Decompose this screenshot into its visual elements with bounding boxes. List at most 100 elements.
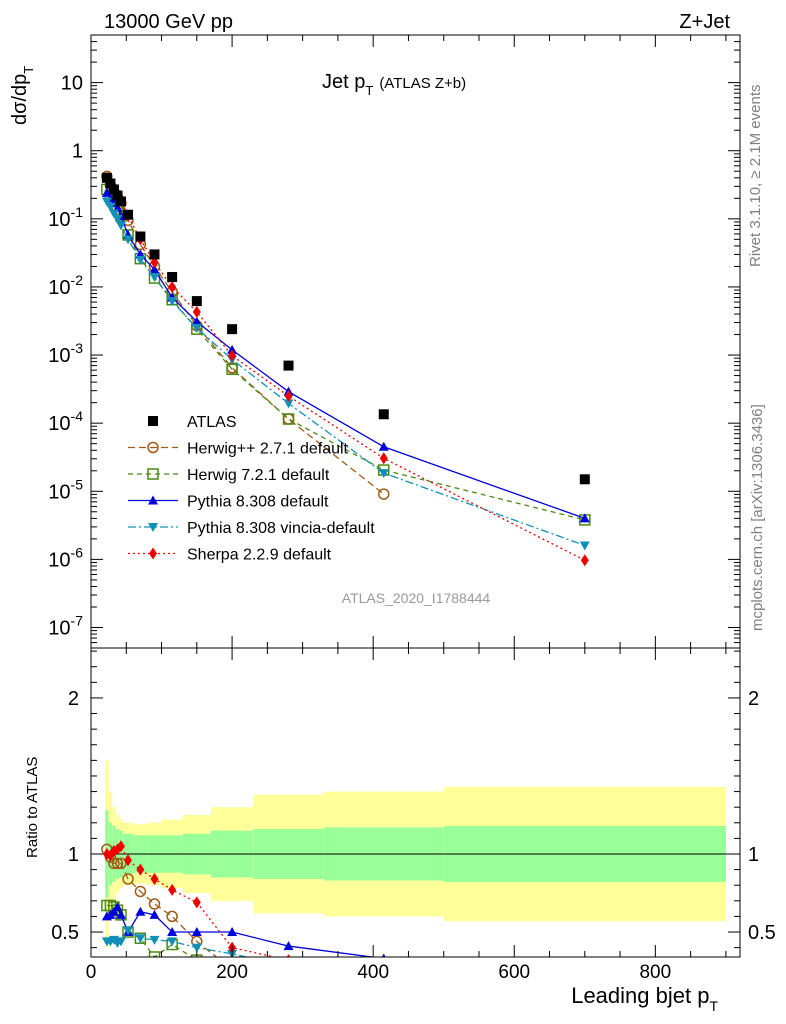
ratio-point-pythia-8-308-default (112, 902, 123, 912)
series-point-pythia-8-308-vincia-default (378, 469, 389, 479)
ratio-tick-label-right: 1 (748, 844, 759, 866)
plot-title-extra: (ATLAS Z+b) (379, 75, 466, 92)
y-axis-label: dσ/dpT (9, 66, 36, 125)
data-point-atlas (579, 474, 590, 485)
series-point-pythia-8-308-vincia-default (149, 272, 160, 282)
ratio-point-herwig-2-7-1-default (111, 857, 124, 870)
legend-label-pythia-8-308-default: Pythia 8.308 default (187, 494, 329, 511)
data-point-atlas (108, 184, 119, 195)
ratio-point-pythia-8-308-default (108, 906, 119, 916)
y-tick-label: 10-3 (48, 340, 83, 367)
series-line-herwig-7-2-1-default (106, 189, 585, 521)
series-point-pythia-8-308-default (149, 264, 160, 274)
legend-marker-atlas (148, 416, 158, 426)
series-point-pythia-8-308-vincia-default (283, 399, 294, 409)
data-point-atlas (167, 271, 178, 282)
ratio-point-herwig-2-7-1-default (122, 873, 134, 885)
series-point-pythia-8-308-default (378, 441, 389, 451)
ratio-point-herwig-2-7-1-default (148, 898, 161, 910)
data-point-atlas (283, 360, 294, 371)
ratio-point-pythia-8-308-default (381, 953, 386, 957)
series-point-pythia-8-308-default (101, 187, 112, 197)
x-tick-label: 800 (639, 962, 671, 983)
ratio-point-pythia-8-308-vincia-default (284, 962, 294, 971)
ratio-point-pythia-8-308-default (135, 906, 146, 916)
ratio-point-pythia-8-308-vincia-default (167, 937, 178, 947)
y-tick-label: 10 (61, 73, 83, 95)
ratio-line-herwig-2-7-1-default (106, 849, 218, 957)
ratio-point-herwig-7-2-1-default (379, 982, 389, 992)
ratio-point-pythia-8-308-vincia-default (191, 943, 202, 953)
ratio-point-sherpa-2-2-9-default (116, 840, 125, 853)
x-tick-label: 600 (498, 962, 530, 983)
ratio-point-herwig-7-2-1-default (284, 980, 294, 990)
plot-title-sub: T (365, 83, 373, 98)
ratio-point-sherpa-2-2-9-default (286, 954, 291, 957)
ratio-point-pythia-8-308-vincia-default (379, 984, 389, 993)
ratio-point-herwig-2-7-1-default (115, 857, 127, 870)
series-line-pythia-8-308-vincia-default (106, 201, 586, 547)
ratio-point-pythia-8-308-vincia-default (135, 934, 146, 944)
ratio-axis-label: Ratio to ATLAS (24, 757, 41, 858)
ratio-panel-frame (90, 647, 741, 958)
legend-label-sherpa-2-2-9-default: Sherpa 2.2.9 default (187, 547, 332, 564)
legend-marker-herwig-2-7-1-default (147, 441, 159, 454)
series-point-pythia-8-308-vincia-default (123, 235, 134, 245)
x-tick-label: 200 (216, 962, 248, 983)
watermark: ATLAS_2020_I1788444 (342, 590, 491, 606)
data-point-atlas (101, 172, 112, 183)
ratio-tick-label-right: 2 (748, 688, 759, 710)
ratio-point-pythia-8-308-default (227, 927, 238, 937)
y-axis-label-sub: T (21, 66, 36, 74)
x-axis-label: Leading bjet pT (571, 983, 718, 1014)
ratio-point-herwig-2-7-1-default (166, 910, 178, 923)
data-point-atlas (135, 231, 146, 242)
y-tick-label: 1 (72, 141, 83, 163)
series-point-sherpa-2-2-9-default (284, 390, 293, 403)
header-left: 13000 GeV pp (104, 11, 233, 33)
series-point-pythia-8-308-vincia-default (135, 255, 146, 265)
legend: ATLAS Herwig++ 2.7.1 default Herwig 7.2.1 … (128, 414, 375, 564)
data-point-atlas (112, 190, 123, 201)
ratio-point-herwig-2-7-1-default (108, 857, 120, 870)
ratio-tick-label-right: 0.5 (748, 922, 776, 944)
series-point-pythia-8-308-vincia-default (191, 323, 202, 333)
ratio-series-layer (101, 840, 590, 993)
ratio-point-pythia-8-308-vincia-default (115, 937, 126, 947)
series-point-sherpa-2-2-9-default (192, 305, 201, 318)
series-point-pythia-8-308-vincia-default (579, 541, 590, 551)
y-tick-label: 10-5 (48, 476, 83, 503)
series-point-pythia-8-308-vincia-default (105, 202, 116, 212)
x-tick-label: 0 (86, 962, 97, 983)
series-point-pythia-8-308-vincia-default (108, 209, 119, 219)
ratio-point-pythia-8-308-default (283, 941, 294, 951)
series-point-sherpa-2-2-9-default (168, 280, 177, 293)
series-point-pythia-8-308-vincia-default (167, 297, 178, 307)
ratio-point-sherpa-2-2-9-default (136, 863, 145, 876)
ratio-point-herwig-7-2-1-default (148, 951, 161, 957)
series-point-pythia-8-308-default (579, 513, 590, 523)
series-point-herwig-2-7-1-default (378, 488, 390, 500)
ratio-point-pythia-8-308-default (167, 927, 178, 937)
series-point-pythia-8-308-vincia-default (101, 197, 112, 207)
y-tick-label: 10-2 (48, 272, 83, 299)
x-axis-label-sub: T (709, 998, 718, 1014)
ratio-tick-label-left: 1 (68, 844, 79, 866)
x-axis-label-main: Leading bjet p (571, 983, 709, 1008)
legend-marker-herwig-7-2-1-default (147, 468, 159, 480)
x-tick-label: 400 (357, 962, 389, 983)
ratio-point-pythia-8-308-vincia-default (123, 926, 134, 936)
ratio-point-sherpa-2-2-9-default (150, 872, 159, 885)
ratio-tick-label-left: 0.5 (51, 922, 79, 944)
data-point-atlas (123, 209, 134, 220)
plot-title-main: Jet p (322, 71, 365, 93)
rivet-label: Rivet 3.1.10, ≥ 2.1M events (747, 84, 764, 268)
legend-label-atlas: ATLAS (187, 414, 237, 431)
data-point-atlas (191, 296, 202, 307)
ratio-line-pythia-8-308-vincia-default (106, 929, 250, 957)
y-tick-label: 10-4 (48, 408, 83, 435)
series-point-pythia-8-308-vincia-default (115, 221, 126, 231)
ratio-point-herwig-7-2-1-default (580, 966, 590, 976)
series-point-herwig-7-2-1-default (282, 413, 295, 425)
